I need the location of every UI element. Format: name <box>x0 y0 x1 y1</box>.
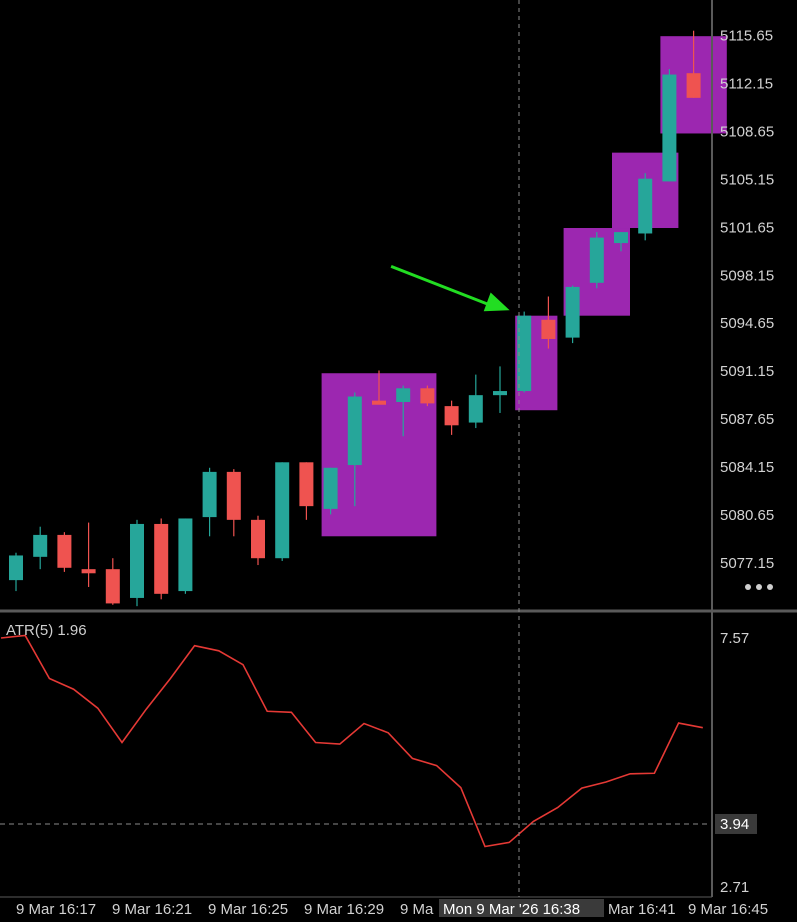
candle-15 <box>372 370 386 405</box>
candle-body-24 <box>589 237 604 283</box>
candle-11 <box>275 462 290 561</box>
candle-body-28 <box>686 73 701 98</box>
candle-4 <box>105 558 120 605</box>
price-tick-label: 5108.65 <box>720 123 774 140</box>
candle-body-7 <box>178 518 193 592</box>
candle-17 <box>420 385 435 407</box>
candle-19 <box>468 374 483 429</box>
more-options-icon[interactable] <box>745 584 773 590</box>
candle-20 <box>493 366 507 413</box>
price-tick-label: 5101.65 <box>720 219 774 236</box>
candle-13 <box>323 467 338 515</box>
more-options-dot-1 <box>756 584 762 590</box>
atr-tick-label: 7.57 <box>720 630 749 647</box>
candle-3 <box>81 522 96 587</box>
time-tick-label: 9 Mar 16:17 <box>16 901 96 917</box>
time-tick-label: 9 Mar 16:29 <box>304 901 384 917</box>
candle-body-20 <box>493 391 507 396</box>
candle-24 <box>589 232 604 289</box>
crosshair-time-label: Mon 9 Mar '26 16:38 <box>443 901 580 917</box>
atr-tick-label: 2.71 <box>720 879 749 896</box>
candle-body-13 <box>323 467 338 509</box>
candle-1 <box>33 526 48 570</box>
price-tick-label: 5091.15 <box>720 363 774 380</box>
candle-body-10 <box>251 519 265 559</box>
candle-23 <box>565 285 580 344</box>
chart-lines <box>0 0 797 898</box>
candle-body-2 <box>57 534 72 568</box>
atr-line <box>0 634 703 848</box>
candle-21 <box>517 311 532 393</box>
candle-body-0 <box>9 555 23 581</box>
price-tick-label: 5112.15 <box>720 75 773 92</box>
candle-body-1 <box>33 534 48 557</box>
candle-12 <box>299 462 314 520</box>
price-tick-label: 5080.65 <box>720 507 774 524</box>
price-tick-label: 5084.15 <box>720 459 774 476</box>
candle-7 <box>178 518 193 594</box>
price-tick-label: 5094.65 <box>720 315 774 332</box>
price-tick-label: 5077.15 <box>720 555 774 572</box>
candle-body-3 <box>81 569 96 574</box>
candle-body-8 <box>202 471 217 518</box>
candle-body-14 <box>347 396 362 466</box>
candle-26 <box>638 173 653 241</box>
candle-body-18 <box>444 406 459 426</box>
candle-6 <box>154 518 169 600</box>
atr-indicator-label[interactable]: ATR(5) 1.96 <box>6 622 87 639</box>
arrow-head <box>483 292 510 312</box>
candle-2 <box>57 532 72 572</box>
time-axis[interactable]: 9 Mar 16:17 9 Mar 16:21 9 Mar 16:25 9 Mar 1… <box>16 899 768 918</box>
candle-16 <box>396 385 411 437</box>
candle-22 <box>541 296 556 349</box>
candle-body-25 <box>614 232 628 244</box>
atr-indicator <box>0 634 712 848</box>
candle-body-4 <box>105 569 120 604</box>
candle-10 <box>251 515 265 566</box>
candle-18 <box>444 400 459 435</box>
candle-27 <box>662 69 677 182</box>
price-tick-label: 5115.65 <box>720 28 773 45</box>
crosshair-time-badge <box>439 899 604 917</box>
atr-current-value-badge <box>715 813 757 834</box>
candle-body-23 <box>565 286 580 338</box>
more-options-dot-2 <box>767 584 773 590</box>
price-tick-label: 5087.65 <box>720 411 774 428</box>
price-tick-label: 5098.15 <box>720 267 774 284</box>
candle-body-22 <box>541 319 556 339</box>
candle-body-9 <box>226 471 241 520</box>
candle-body-15 <box>372 400 386 405</box>
candle-8 <box>202 467 217 537</box>
price-axis[interactable]: 5115.65 5112.15 5108.65 5105.15 5101.65 5098.… <box>715 28 774 897</box>
candle-body-12 <box>299 462 314 507</box>
time-tick-label: Mar 16:41 <box>608 901 676 917</box>
arrow-marker <box>390 264 510 312</box>
candle-body-26 <box>638 178 653 234</box>
candles <box>9 30 701 607</box>
candle-5 <box>130 519 144 607</box>
candle-25 <box>614 232 628 252</box>
candle-body-16 <box>396 388 411 403</box>
candle-14 <box>347 392 362 507</box>
candle-28 <box>686 30 701 98</box>
candle-body-27 <box>662 74 677 182</box>
price-tick-label: 5105.15 <box>720 171 774 188</box>
atr-current-value-label: 3.94 <box>720 816 749 833</box>
time-tick-label: 9 Mar 16:45 <box>688 901 768 917</box>
time-tick-label: 9 Mar 16:21 <box>112 901 192 917</box>
candle-body-21 <box>517 315 532 392</box>
more-options-dot-0 <box>745 584 751 590</box>
candle-body-6 <box>154 523 169 594</box>
time-tick-label: 9 Ma <box>400 901 434 917</box>
candle-body-11 <box>275 462 290 559</box>
arrow-shaft <box>390 264 497 309</box>
candle-0 <box>9 552 23 592</box>
time-tick-label: 9 Mar 16:25 <box>208 901 288 917</box>
candle-body-19 <box>468 395 483 423</box>
candle-9 <box>226 469 241 537</box>
candle-body-17 <box>420 388 435 404</box>
candle-body-5 <box>130 523 144 598</box>
